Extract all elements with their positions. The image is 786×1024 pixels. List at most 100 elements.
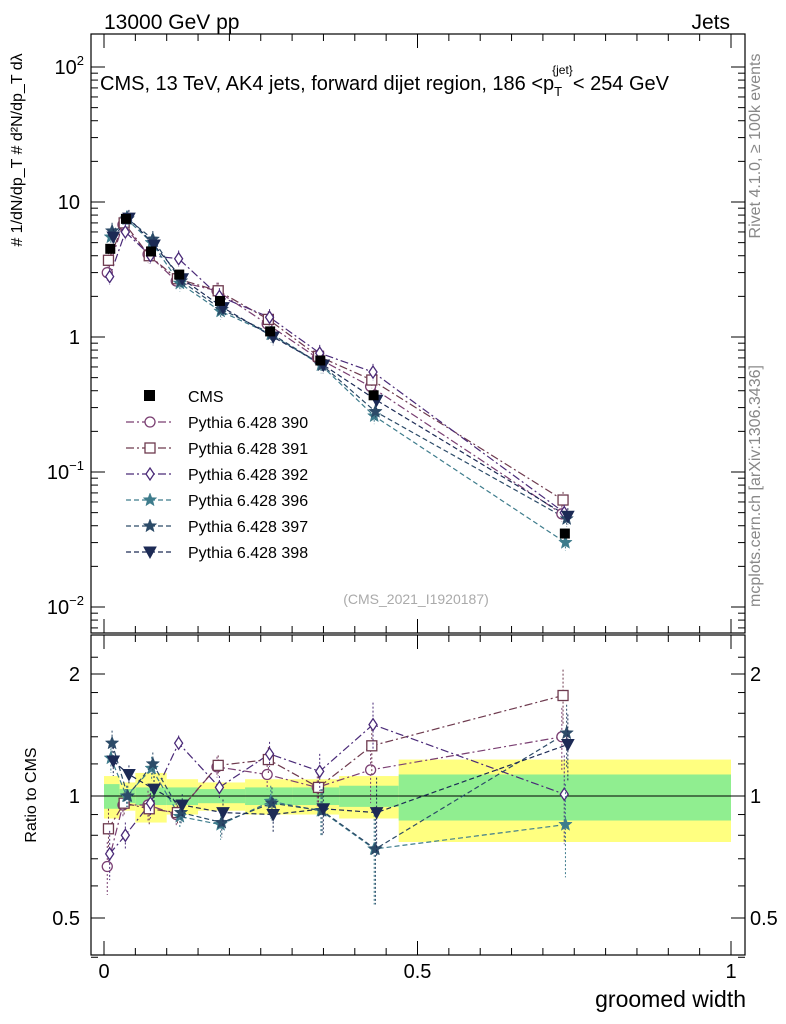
series-point-ratio [364,764,377,776]
legend-label-cms: CMS [188,389,224,406]
series-point-ratio [120,828,131,843]
series-point-top [264,310,275,325]
y-tick-label-ratio-right: 1 [750,786,761,808]
series-point-ratio [266,809,280,822]
legend-marker [144,442,156,454]
series-point-ratio [173,804,189,819]
series-point-ratio [120,788,136,803]
series-point-top [104,269,115,284]
chart-title: CMS, 13 TeV, AK4 jets, forward dijet reg… [100,63,670,99]
legend-marker [145,466,155,482]
series-point-ratio [561,738,575,752]
chart-title-sub: T [554,84,562,99]
series-point-ratio [214,780,225,795]
series-point-ratio [366,740,378,752]
y-tick-label-ratio-left: 1 [69,786,80,808]
x-tick-label: 0.5 [404,961,432,983]
series-point-ratio [175,799,190,813]
y-tick-label-ratio-left: 2 [69,664,80,686]
series-point-ratio [106,755,121,769]
series-point-ratio [212,759,224,772]
y-tick-label-ratio-right: 2 [750,664,761,686]
series-point-ratio [145,796,156,811]
mcplots-label: mcplots.cern.ch [arXiv:1306.3436] [747,365,764,607]
legend-label: Pythia 6.428 397 [188,519,308,536]
data-point [174,269,185,280]
series-point-ratio [214,814,230,829]
series-point-top [102,254,115,266]
series-line-ratio-2 [109,723,565,855]
x-tick-label: 1 [725,961,736,983]
series-point-top [368,364,378,380]
series-point-ratio [104,735,120,750]
y-tick-label-top: 102 [55,53,84,79]
y-tick-label-ratio-left: 0.5 [52,908,80,930]
y-tick-label-top: 10 [58,192,80,214]
series-point-ratio [122,768,136,782]
y-axis-label-top: # 1/dN/dp_T # d²N/dp_T dλ [9,53,26,246]
analysis-id: (CMS_2021_I1920187) [343,591,489,607]
legend-label: Pythia 6.428 392 [188,467,308,484]
data-point [120,213,131,224]
series-point-ratio [216,807,230,820]
series-point-ratio [559,725,574,740]
data-point [315,355,326,366]
series-line-top-1 [107,221,564,501]
series-point-top [558,534,573,549]
series-line-top-3 [110,218,566,544]
series-point-ratio [264,795,280,810]
series-point-ratio [316,803,331,816]
y-axis-label-ratio: Ratio to CMS [23,747,40,842]
legend-marker-cms [144,390,155,401]
legend-label: Pythia 6.428 398 [188,545,308,562]
series-point-top [368,403,383,418]
x-tick-label: 0 [98,961,109,983]
uncertainty-bands [91,759,745,843]
y-tick-label-top: 1 [69,327,80,349]
y-tick-label-top: 10−1 [47,458,84,484]
series-point-ratio [104,846,115,861]
x-axis-label: groomed width [595,986,746,1012]
legend: CMS Pythia 6.428 390 Pythia 6.428 391 Pythi… [126,389,308,562]
series-point-ratio [145,756,161,771]
series-point-top [147,239,161,253]
legend-marker [142,492,158,507]
data-point [214,295,225,306]
series-point-ratio [368,717,378,732]
series-point-top [120,224,131,240]
series-point-ratio [368,841,383,856]
series-point-ratio [173,736,184,751]
series-point-top [173,251,184,266]
series-point-top [106,231,121,245]
series-point-ratio [369,807,384,820]
legend-label: Pythia 6.428 391 [188,441,308,458]
series-point-top [557,494,569,506]
series-point-ratio [147,783,161,797]
legend-label: Pythia 6.428 396 [188,493,308,510]
legend-marker [142,518,158,533]
legend-marker [143,546,157,560]
series-line-top-4 [111,218,567,520]
series-point-ratio [102,823,115,835]
series-line-top-0 [106,223,563,515]
series-point-ratio [558,816,573,831]
chart-title-main: CMS, 13 TeV, AK4 jets, forward dijet reg… [100,73,554,95]
series-point-ratio [559,787,570,802]
category-label: Jets [691,11,730,34]
series-line-top-5 [112,217,569,517]
y-tick-label-top: 10−2 [47,593,84,619]
legend-marker [144,416,156,428]
series-point-top [561,510,575,524]
chart-title-tail: < 254 GeV [573,73,670,95]
series-point-ratio [264,746,275,762]
data-point [265,326,276,337]
data-point [559,528,570,539]
top-panel-frame [90,33,746,634]
data-point [146,246,157,257]
series-point-ratio [557,689,569,702]
axis-ticks: 102 10 1 10−1 10−2 0.5 0.5 1 1 2 2 0 0.5 1 [47,34,778,983]
data-point [368,390,379,401]
series-point-ratio [261,768,273,781]
series-point-ratio [314,764,325,779]
